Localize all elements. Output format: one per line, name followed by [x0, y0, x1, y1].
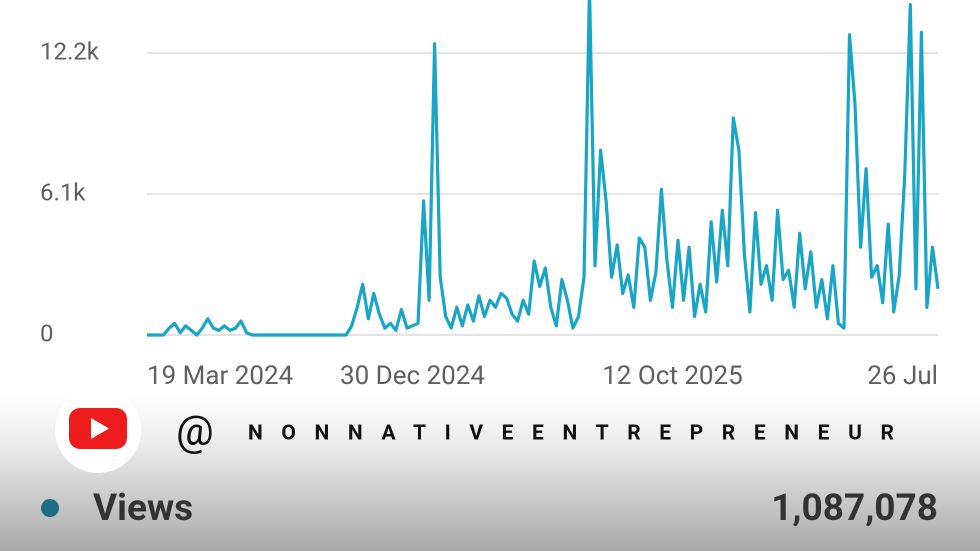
metric-total: 1,087,078 [771, 487, 938, 530]
x-tick-label: 19 Mar 2024 [147, 361, 294, 391]
y-tick-label: 6.1k [40, 178, 86, 206]
x-tick-label: 26 Jul [867, 361, 938, 391]
footer-band [0, 395, 980, 551]
handle-name: NONNATIVEENTREPRENEUR [248, 422, 913, 446]
channel-badge [55, 387, 141, 473]
y-tick-label: 0 [40, 319, 54, 347]
x-tick-label: 30 Dec 2024 [340, 361, 485, 391]
metric-name: Views [93, 487, 193, 530]
legend-dot [41, 499, 59, 517]
views-line [147, 0, 940, 337]
play-icon [91, 418, 109, 439]
y-tick-label: 12.2k [40, 37, 100, 65]
x-tick-label: 12 Oct 2025 [602, 361, 743, 391]
handle-at: @ [176, 407, 214, 456]
chart: 0 6.1k 12.2k 19 Mar 2024 30 Dec 2024 12 Oct 2… [40, 0, 940, 391]
